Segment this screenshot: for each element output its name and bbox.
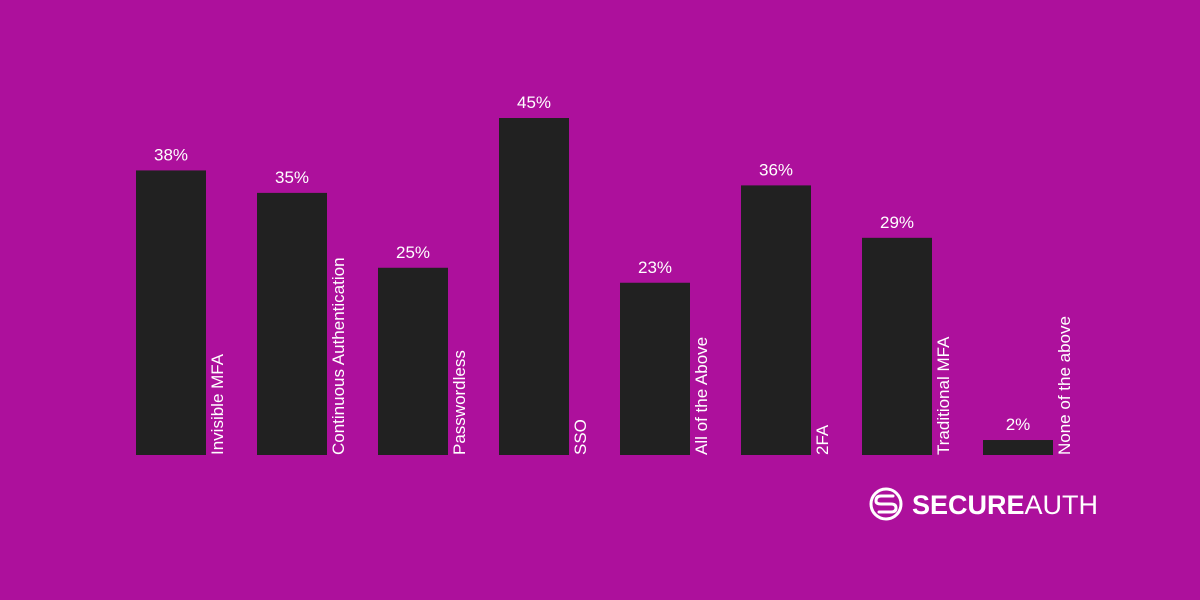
value-label: 38%	[154, 145, 188, 164]
logo: SECUREAUTH	[869, 487, 1098, 521]
category-label: SSO	[571, 419, 590, 455]
category-label: None of the above	[1055, 316, 1074, 455]
category-label: 2FA	[813, 424, 832, 455]
value-label: 25%	[396, 243, 430, 262]
bar	[862, 237, 932, 455]
logo-bold: SECURE	[912, 490, 1025, 520]
category-label: Continuous Authentication	[329, 257, 348, 455]
bar	[136, 170, 206, 455]
bar	[983, 440, 1053, 455]
value-label: 35%	[275, 168, 309, 187]
value-label: 23%	[638, 258, 672, 277]
logo-text: SECUREAUTH	[912, 490, 1098, 520]
logo-regular: AUTH	[1025, 490, 1099, 520]
category-label: Invisible MFA	[208, 353, 227, 455]
category-label: Traditional MFA	[934, 336, 953, 455]
category-label: Passwordless	[450, 350, 469, 455]
bar	[499, 118, 569, 455]
bar	[741, 185, 811, 455]
value-label: 29%	[880, 213, 914, 232]
logo-icon	[869, 487, 903, 521]
bar	[378, 267, 448, 455]
logo-mark	[874, 494, 898, 514]
value-label: 45%	[517, 93, 551, 112]
value-label: 36%	[759, 160, 793, 179]
bar	[257, 192, 327, 455]
value-label: 2%	[1006, 415, 1031, 434]
category-label: All of the Above	[692, 337, 711, 455]
bar	[620, 282, 690, 455]
